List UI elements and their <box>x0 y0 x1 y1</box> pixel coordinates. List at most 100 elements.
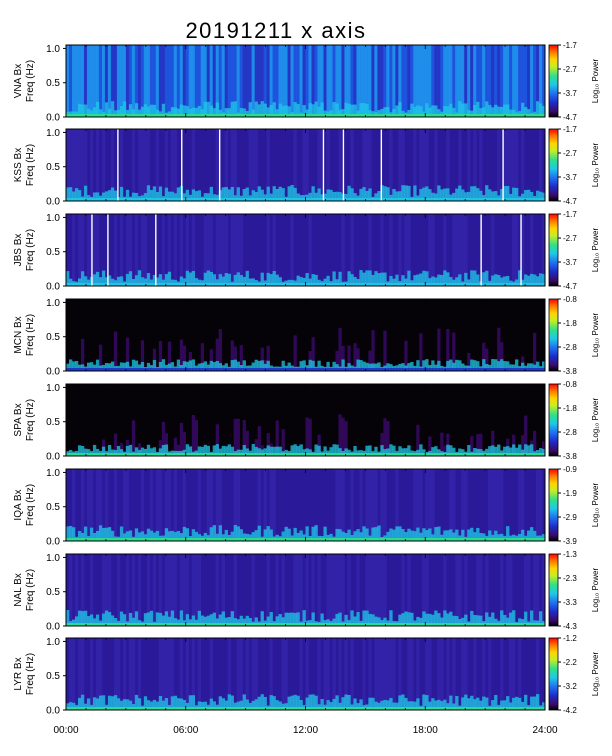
band-cell <box>116 276 121 286</box>
band-base <box>458 453 462 456</box>
texture-column <box>413 45 417 117</box>
band-cell <box>503 700 507 710</box>
band-base <box>332 707 336 710</box>
band-base <box>161 707 166 710</box>
band-cell <box>287 362 291 371</box>
texture-column <box>182 469 187 541</box>
chart-title: 20191211 x axis <box>185 18 366 43</box>
band-cell <box>182 278 187 286</box>
band-base <box>335 707 339 710</box>
band-cell <box>428 613 432 626</box>
band-base <box>149 453 154 456</box>
band-base <box>296 538 300 541</box>
band-base <box>365 198 369 201</box>
band-cell <box>518 533 522 541</box>
band-base <box>449 114 453 117</box>
band-base <box>194 538 199 541</box>
band-base <box>530 623 534 626</box>
band-base <box>524 707 528 710</box>
band-base <box>341 538 345 541</box>
band-base <box>476 623 480 626</box>
texture-column <box>518 45 522 117</box>
band-cell <box>461 697 465 710</box>
band-base <box>542 453 546 456</box>
band-base <box>266 114 270 117</box>
band-cell <box>290 695 294 710</box>
texture-column <box>443 445 447 456</box>
band-cell <box>119 700 124 710</box>
band-cell <box>371 363 375 371</box>
band-base <box>440 283 444 286</box>
band-base <box>182 368 187 371</box>
band-base <box>356 623 360 626</box>
band-base <box>347 283 351 286</box>
band-base <box>311 283 315 286</box>
band-base <box>278 198 282 201</box>
band-base <box>311 453 315 456</box>
band-base <box>419 707 423 710</box>
band-base <box>500 623 504 626</box>
band-base <box>281 283 285 286</box>
texture-column <box>137 129 142 201</box>
band-cell <box>167 531 172 541</box>
band-cell <box>278 446 282 456</box>
texture-column <box>173 554 178 626</box>
band-base <box>161 368 166 371</box>
band-base <box>122 283 127 286</box>
band-base <box>158 453 163 456</box>
freq-axis-label: Freq (Hz) <box>25 229 36 271</box>
y-tick-label: 0.5 <box>46 162 60 173</box>
texture-column <box>509 45 513 117</box>
band-cell <box>260 189 264 201</box>
band-cell <box>236 361 240 371</box>
band-base <box>416 198 420 201</box>
texture-column <box>161 638 166 710</box>
band-base <box>326 283 330 286</box>
band-base <box>359 198 363 201</box>
band-base <box>533 538 537 541</box>
texture-column <box>446 129 450 201</box>
band-cell <box>305 697 309 710</box>
band-cell <box>293 527 297 541</box>
band-base <box>152 114 157 117</box>
band-cell <box>329 189 333 201</box>
texture-column <box>407 214 411 286</box>
band-base <box>344 114 348 117</box>
band-base <box>353 453 357 456</box>
band-base <box>377 198 381 201</box>
band-base <box>512 368 516 371</box>
band-base <box>71 283 76 286</box>
band-cell <box>410 361 414 371</box>
band-base <box>446 198 450 201</box>
band-base <box>320 283 324 286</box>
band-base <box>500 707 504 710</box>
band-cell <box>395 526 399 541</box>
band-base <box>542 538 546 541</box>
band-base <box>212 368 216 371</box>
band-base <box>296 114 300 117</box>
band-cell <box>335 364 339 371</box>
texture-column <box>68 129 73 201</box>
band-cell <box>440 189 444 201</box>
band-base <box>119 368 124 371</box>
band-base <box>77 114 82 117</box>
band-base <box>125 538 130 541</box>
band-base <box>410 198 414 201</box>
band-base <box>260 453 264 456</box>
texture-column <box>266 345 270 371</box>
band-base <box>512 114 516 117</box>
band-cell <box>479 449 483 456</box>
band-cell <box>476 615 480 626</box>
band-base <box>215 283 219 286</box>
band-base <box>437 368 441 371</box>
band-cell <box>410 530 414 541</box>
texture-column <box>359 45 363 117</box>
band-cell <box>293 612 297 626</box>
band-cell <box>494 446 498 456</box>
band-cell <box>203 361 208 371</box>
band-cell <box>401 613 405 626</box>
band-cell <box>266 526 270 541</box>
band-cell <box>227 617 231 626</box>
station-label: LYR Bx <box>13 657 24 690</box>
band-base <box>227 453 231 456</box>
